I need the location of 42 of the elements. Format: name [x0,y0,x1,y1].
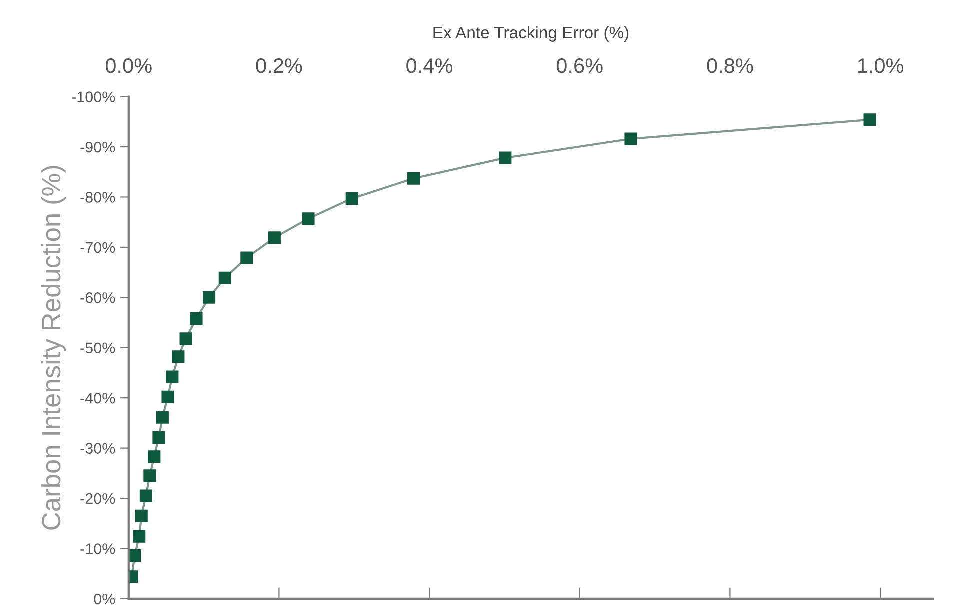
x-tick-label: 1.0% [858,58,904,74]
point [190,312,203,325]
point [268,232,281,244]
x-tick-label: 0.0% [106,58,152,74]
y-tick-label: -90% [80,142,116,153]
y-tick-label: -100% [72,92,116,102]
point [203,291,216,304]
y-tick-label: 0% [94,594,116,605]
x-axis-title: Ex Ante Tracking Error (%) [434,26,629,42]
point [218,272,232,284]
point [408,172,420,185]
point [156,411,169,424]
y-tick-label: -70% [80,242,116,254]
y-tick-label: -60% [80,292,116,304]
y-tick-label: -10% [80,544,116,554]
point [864,114,876,126]
point [144,470,156,482]
x-tick-label: 0.4% [406,58,453,74]
point [180,332,192,346]
point [346,192,358,205]
point [162,390,174,404]
point [152,432,166,444]
point [499,152,512,164]
point [148,450,161,464]
point [240,252,254,264]
y-axis-title: Carbon Intensity Reduction (%) [41,166,66,530]
point [135,510,148,522]
point [140,490,152,502]
x-tick-label: 0.6% [556,58,603,74]
y-tick-label: -50% [80,342,116,354]
point [128,550,142,562]
point [172,350,185,364]
point [133,530,146,543]
y-tick-label: -40% [80,392,116,404]
point [166,370,179,384]
x-tick-label: 0.8% [707,58,754,74]
y-tick-label: -30% [80,443,116,454]
x-tick-label: 0.2% [256,58,302,74]
point [624,132,638,146]
y-tick-label: -80% [80,192,116,203]
y-tick-label: -20% [80,493,116,504]
point [302,212,315,226]
